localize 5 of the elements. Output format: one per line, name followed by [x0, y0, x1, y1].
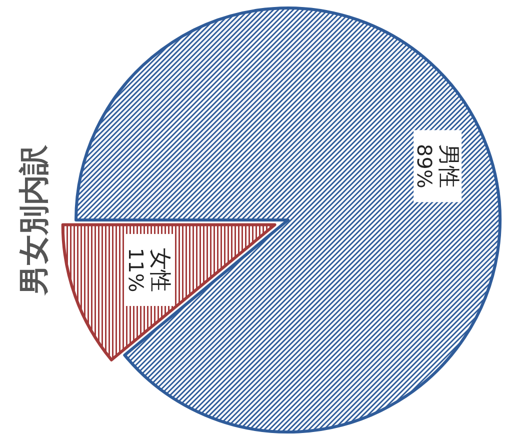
- data-label: 11%: [124, 248, 148, 292]
- slice-label: 男性: [436, 144, 461, 188]
- data-label: 89%: [412, 144, 437, 188]
- text: 男女別内訳: [17, 144, 52, 296]
- slice-label: 女性: [147, 248, 172, 292]
